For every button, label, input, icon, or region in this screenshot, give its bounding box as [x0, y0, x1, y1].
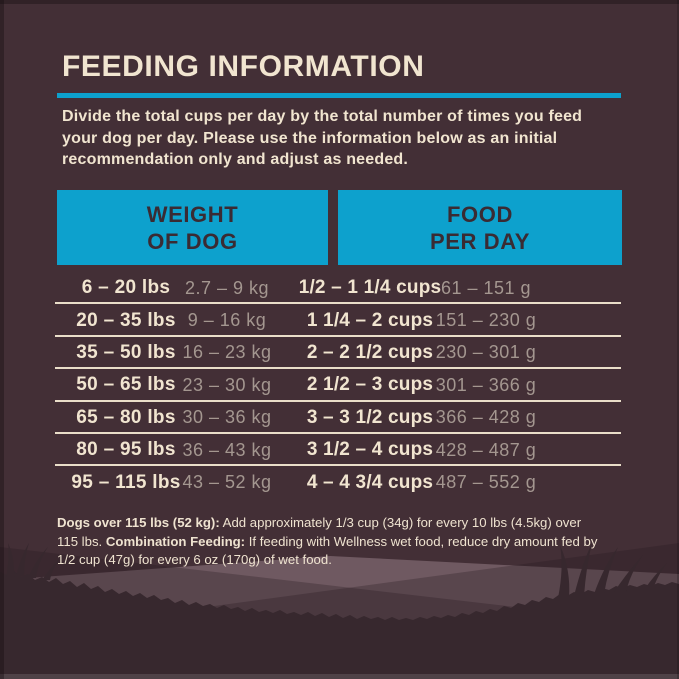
weight-lbs-cell: 80 – 95 lbs	[76, 439, 176, 461]
grass-blades-right	[558, 543, 667, 598]
footnote-bold-text: Dogs over 115 lbs (52 kg):	[57, 515, 220, 530]
table-row: 50 – 65 lbs 23 – 30 kg 2 1/2 – 3 cups 301 –…	[0, 369, 679, 402]
table-row: 65 – 80 lbs 30 – 36 kg 3 – 3 1/2 cups 366 –…	[0, 402, 679, 435]
food-grams-cell: 428 – 487 g	[435, 439, 537, 460]
weight-lbs-cell: 6 – 20 lbs	[81, 277, 171, 299]
footnote-text: 1/2 cup (47g) for every 6 oz (170g) of w…	[57, 552, 332, 568]
food-grams-cell: 366 – 428 g	[435, 407, 537, 428]
grass-silhouette	[0, 571, 679, 679]
food-grams-cell: 487 – 552 g	[435, 472, 537, 493]
footnote-bold-text: Combination Feeding:	[105, 533, 246, 549]
intro-text: Divide the total cups per day by the tot…	[62, 108, 583, 168]
accent-divider	[57, 93, 621, 98]
weight-kg-cell: 36 – 43 kg	[182, 439, 272, 460]
top-edge-shade	[0, 0, 679, 4]
footnote-text: Add approximately 1/3 cup (34g) for ever…	[219, 515, 582, 530]
weight-kg-cell: 23 – 30 kg	[182, 374, 272, 395]
table-row: 20 – 35 lbs 9 – 16 kg 1 1/4 – 2 cups 151 – …	[0, 304, 679, 338]
food-grams-cell: 301 – 366 g	[435, 374, 537, 395]
footnote-text: 115 lbs.	[57, 533, 106, 549]
weight-kg-cell: 30 – 36 kg	[182, 407, 272, 428]
weight-header-line2: OF DOG	[147, 228, 238, 254]
bottom-light-band	[0, 674, 679, 679]
weight-header-line1: WEIGHT	[146, 201, 239, 227]
food-cups-cell: 2 – 2 1/2 cups	[306, 341, 434, 363]
weight-kg-cell: 9 – 16 kg	[187, 310, 267, 331]
footnote-line: 1/2 cup (47g) for every 6 oz (170g) of w…	[57, 551, 657, 570]
weight-kg-cell: 2.7 – 9 kg	[184, 277, 270, 298]
food-grams-cell: 61 – 151 g	[440, 277, 532, 298]
table-row: 80 – 95 lbs 36 – 43 kg 3 1/2 – 4 cups 428 –…	[0, 434, 679, 467]
footnote-text: If feeding with Wellness wet food, reduc…	[245, 533, 598, 549]
food-cups-cell: 4 – 4 3/4 cups	[306, 471, 434, 493]
weight-lbs-cell: 95 – 115 lbs	[71, 471, 181, 493]
table-row: 6 – 20 lbs 2.7 – 9 kg 1/2 – 1 1/4 cups 61 –…	[0, 272, 679, 305]
weight-kg-cell: 43 – 52 kg	[182, 472, 272, 493]
table-row: 95 – 115 lbs 43 – 52 kg 4 – 4 3/4 cups 487 …	[0, 466, 679, 498]
weight-lbs-cell: 20 – 35 lbs	[76, 309, 176, 331]
food-cups-cell: 1 1/4 – 2 cups	[306, 309, 434, 331]
food-per-day-header: FOOD PER DAY	[338, 190, 622, 265]
table-row: 35 – 50 lbs 16 – 23 kg 2 – 2 1/2 cups 230 –…	[0, 337, 679, 370]
food-grams-cell: 230 – 301 g	[435, 342, 537, 363]
food-cups-cell: 2 1/2 – 3 cups	[306, 374, 434, 396]
weight-lbs-cell: 35 – 50 lbs	[76, 341, 176, 363]
grass-blades-left	[6, 543, 63, 580]
food-header-line2: PER DAY	[430, 228, 530, 254]
weight-lbs-cell: 50 – 65 lbs	[76, 374, 176, 396]
footnote-line: Dogs over 115 lbs (52 kg): Add approxima…	[57, 514, 657, 533]
food-grams-cell: 151 – 230 g	[435, 310, 537, 331]
footnote: Dogs over 115 lbs (52 kg): Add approxima…	[57, 514, 657, 570]
food-cups-cell: 1/2 – 1 1/4 cups	[298, 277, 442, 299]
weight-kg-cell: 16 – 23 kg	[182, 342, 272, 363]
food-cups-cell: 3 – 3 1/2 cups	[306, 406, 434, 428]
footnote-line: 115 lbs. Combination Feeding: If feeding…	[57, 533, 657, 552]
feeding-table: 6 – 20 lbs 2.7 – 9 kg 1/2 – 1 1/4 cups 61 –…	[0, 272, 679, 499]
landscape-silhouette-illustration	[0, 543, 679, 679]
page-title: FEEDING INFORMATION	[62, 50, 425, 83]
weight-of-dog-header: WEIGHT OF DOG	[57, 190, 328, 265]
food-cups-cell: 3 1/2 – 4 cups	[306, 439, 434, 461]
food-header-line1: FOOD	[447, 201, 513, 227]
weight-lbs-cell: 65 – 80 lbs	[76, 406, 176, 428]
